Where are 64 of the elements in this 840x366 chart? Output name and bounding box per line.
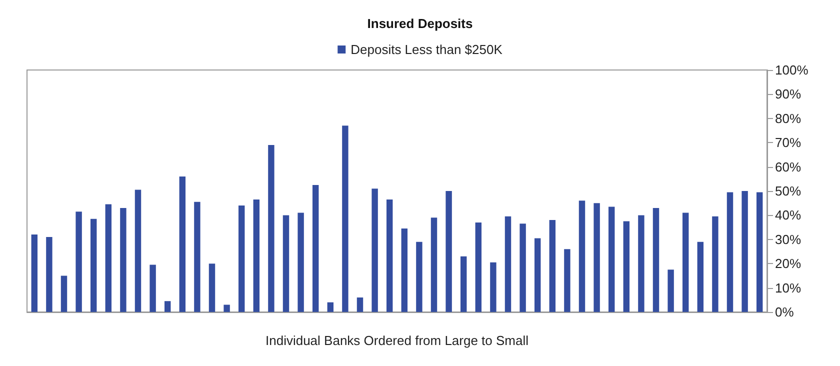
bar: [356, 297, 364, 312]
bar: [697, 242, 704, 312]
bar: [520, 224, 526, 312]
bar: [312, 184, 319, 312]
bar: [134, 190, 142, 312]
bar: [342, 126, 348, 312]
y-tick-label: 60%: [775, 159, 802, 174]
bar: [446, 191, 452, 312]
bar: [179, 176, 186, 312]
bar: [594, 203, 600, 312]
bar: [564, 249, 570, 312]
bar: [327, 302, 334, 312]
y-tick-label: 70%: [775, 135, 802, 150]
bar: [416, 242, 422, 312]
bar: [60, 276, 68, 312]
bar: [534, 238, 541, 312]
bar: [504, 216, 512, 312]
bar: [549, 220, 556, 312]
bar: [253, 199, 260, 312]
bar: [31, 234, 38, 312]
bar: [726, 192, 734, 312]
bar: [430, 218, 438, 312]
bar: [238, 206, 245, 312]
bar: [490, 262, 496, 312]
bar: [742, 191, 748, 312]
bar: [623, 221, 630, 312]
y-tick-label: 10%: [775, 280, 802, 296]
bar: [120, 208, 126, 312]
bar: [460, 256, 467, 312]
bar: [652, 208, 660, 312]
bar: [668, 270, 674, 312]
bar: [208, 264, 216, 312]
bar: [46, 236, 52, 312]
y-tick-label: 30%: [775, 232, 802, 247]
y-tick-label: 50%: [775, 184, 802, 198]
bar: [608, 206, 615, 312]
y-tick-label: 0%: [775, 304, 794, 320]
bar: [298, 212, 304, 312]
y-tick-label: 90%: [775, 86, 802, 102]
legend-label: Deposits Less than $250K: [350, 42, 503, 57]
bar: [682, 212, 689, 312]
bar: [150, 264, 156, 312]
bar: [372, 188, 378, 312]
bar: [638, 215, 644, 312]
chart-title: Insured Deposits: [367, 16, 473, 31]
bar: [224, 304, 230, 312]
bar: [90, 218, 97, 312]
bar: [475, 222, 482, 312]
bar: [386, 199, 393, 312]
y-tick-label: 20%: [775, 256, 802, 272]
bar: [282, 215, 290, 312]
bar: [401, 228, 408, 312]
bar: [164, 301, 171, 312]
bar: [268, 145, 274, 312]
y-tick-label: 40%: [775, 208, 802, 223]
y-tick-label: 80%: [775, 110, 802, 126]
bar: [76, 212, 82, 312]
bar: [712, 216, 718, 312]
bar: [578, 200, 586, 312]
bar: [105, 204, 112, 312]
bar: [194, 202, 200, 312]
x-axis-title: Individual Banks Ordered from Large to Small: [265, 333, 529, 348]
bar: [756, 192, 763, 312]
y-tick-label: 100%: [775, 62, 809, 78]
